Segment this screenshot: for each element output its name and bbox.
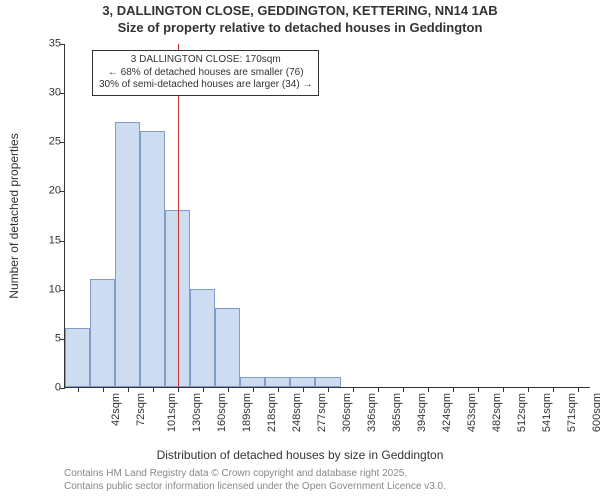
x-tick-label: 541sqm (542, 393, 553, 432)
y-tick-mark (60, 388, 65, 389)
x-tick-mark (378, 387, 379, 392)
x-tick-mark (78, 387, 79, 392)
plot-area: 0510152025303542sqm72sqm101sqm130sqm160s… (64, 44, 590, 388)
y-tick-mark (60, 93, 65, 94)
x-tick-label: 72sqm (136, 393, 147, 426)
x-tick-mark (503, 387, 504, 392)
x-tick-mark (203, 387, 204, 392)
x-tick-label: 365sqm (392, 393, 403, 432)
x-tick-label: 512sqm (517, 393, 528, 432)
annotation-box: 3 DALLINGTON CLOSE: 170sqm← 68% of detac… (92, 50, 319, 96)
x-tick-mark (228, 387, 229, 392)
x-tick-mark (453, 387, 454, 392)
histogram-bar (315, 377, 340, 387)
histogram-bar (290, 377, 315, 387)
y-tick-mark (60, 241, 65, 242)
x-tick-label: 482sqm (492, 393, 503, 432)
x-tick-mark (153, 387, 154, 392)
x-tick-label: 248sqm (292, 393, 303, 432)
x-tick-label: 218sqm (267, 393, 278, 432)
x-tick-label: 189sqm (242, 393, 253, 432)
histogram-bar (115, 122, 140, 387)
x-tick-label: 600sqm (593, 393, 600, 432)
x-tick-mark (578, 387, 579, 392)
histogram-bar (65, 328, 90, 387)
x-tick-mark (428, 387, 429, 392)
x-tick-label: 42sqm (111, 393, 122, 426)
x-tick-mark (478, 387, 479, 392)
annotation-line: 30% of semi-detached houses are larger (… (99, 79, 312, 92)
x-tick-label: 160sqm (217, 393, 228, 432)
histogram-bar (140, 131, 165, 387)
x-tick-mark (178, 387, 179, 392)
x-tick-label: 101sqm (167, 393, 178, 432)
x-tick-label: 306sqm (342, 393, 353, 432)
x-tick-label: 424sqm (442, 393, 453, 432)
histogram-bar (215, 308, 240, 387)
histogram-bar (190, 289, 215, 387)
y-tick-mark (60, 142, 65, 143)
x-tick-mark (328, 387, 329, 392)
credits-line: Contains HM Land Registry data © Crown c… (64, 468, 446, 481)
x-tick-mark (403, 387, 404, 392)
x-tick-mark (253, 387, 254, 392)
x-tick-mark (278, 387, 279, 392)
histogram-bar (240, 377, 265, 387)
credits: Contains HM Land Registry data © Crown c… (64, 468, 446, 493)
x-axis-label: Distribution of detached houses by size … (0, 448, 600, 462)
x-tick-mark (128, 387, 129, 392)
y-axis-label: Number of detached properties (7, 133, 21, 298)
y-tick-mark (60, 44, 65, 45)
title-line-2: Size of property relative to detached ho… (0, 20, 600, 35)
annotation-line: 3 DALLINGTON CLOSE: 170sqm (99, 54, 312, 67)
x-tick-label: 394sqm (417, 393, 428, 432)
x-tick-label: 336sqm (367, 393, 378, 432)
x-tick-mark (528, 387, 529, 392)
y-tick-mark (60, 290, 65, 291)
title-line-1: 3, DALLINGTON CLOSE, GEDDINGTON, KETTERI… (0, 3, 600, 18)
x-tick-label: 571sqm (568, 393, 579, 432)
x-tick-mark (553, 387, 554, 392)
x-tick-label: 277sqm (317, 393, 328, 432)
x-tick-mark (103, 387, 104, 392)
chart-container: 3, DALLINGTON CLOSE, GEDDINGTON, KETTERI… (0, 0, 600, 500)
x-tick-label: 130sqm (192, 393, 203, 432)
annotation-line: ← 68% of detached houses are smaller (76… (99, 67, 312, 80)
x-tick-mark (353, 387, 354, 392)
y-tick-mark (60, 191, 65, 192)
histogram-bar (265, 377, 290, 387)
credits-line: Contains public sector information licen… (64, 481, 446, 494)
x-tick-mark (303, 387, 304, 392)
x-tick-label: 453sqm (467, 393, 478, 432)
histogram-bar (90, 279, 115, 387)
